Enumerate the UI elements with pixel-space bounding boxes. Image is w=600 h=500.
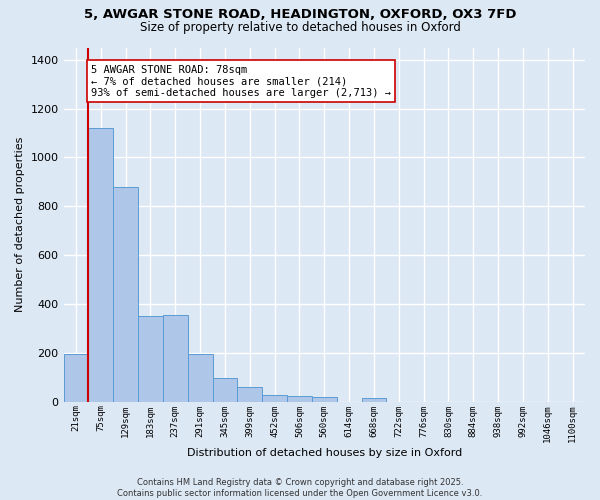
- Bar: [287, 396, 312, 402]
- Bar: [163, 315, 188, 402]
- Text: 5, AWGAR STONE ROAD, HEADINGTON, OXFORD, OX3 7FD: 5, AWGAR STONE ROAD, HEADINGTON, OXFORD,…: [84, 8, 516, 20]
- Text: Size of property relative to detached houses in Oxford: Size of property relative to detached ho…: [140, 22, 460, 35]
- Bar: [312, 397, 337, 402]
- Bar: [212, 378, 238, 402]
- Bar: [262, 396, 287, 402]
- Bar: [113, 186, 138, 402]
- Bar: [64, 354, 88, 402]
- Bar: [238, 387, 262, 402]
- Bar: [362, 398, 386, 402]
- X-axis label: Distribution of detached houses by size in Oxford: Distribution of detached houses by size …: [187, 448, 462, 458]
- Bar: [188, 354, 212, 402]
- Y-axis label: Number of detached properties: Number of detached properties: [15, 137, 25, 312]
- Bar: [88, 128, 113, 402]
- Text: 5 AWGAR STONE ROAD: 78sqm
← 7% of detached houses are smaller (214)
93% of semi-: 5 AWGAR STONE ROAD: 78sqm ← 7% of detach…: [91, 64, 391, 98]
- Bar: [138, 316, 163, 402]
- Text: Contains HM Land Registry data © Crown copyright and database right 2025.
Contai: Contains HM Land Registry data © Crown c…: [118, 478, 482, 498]
